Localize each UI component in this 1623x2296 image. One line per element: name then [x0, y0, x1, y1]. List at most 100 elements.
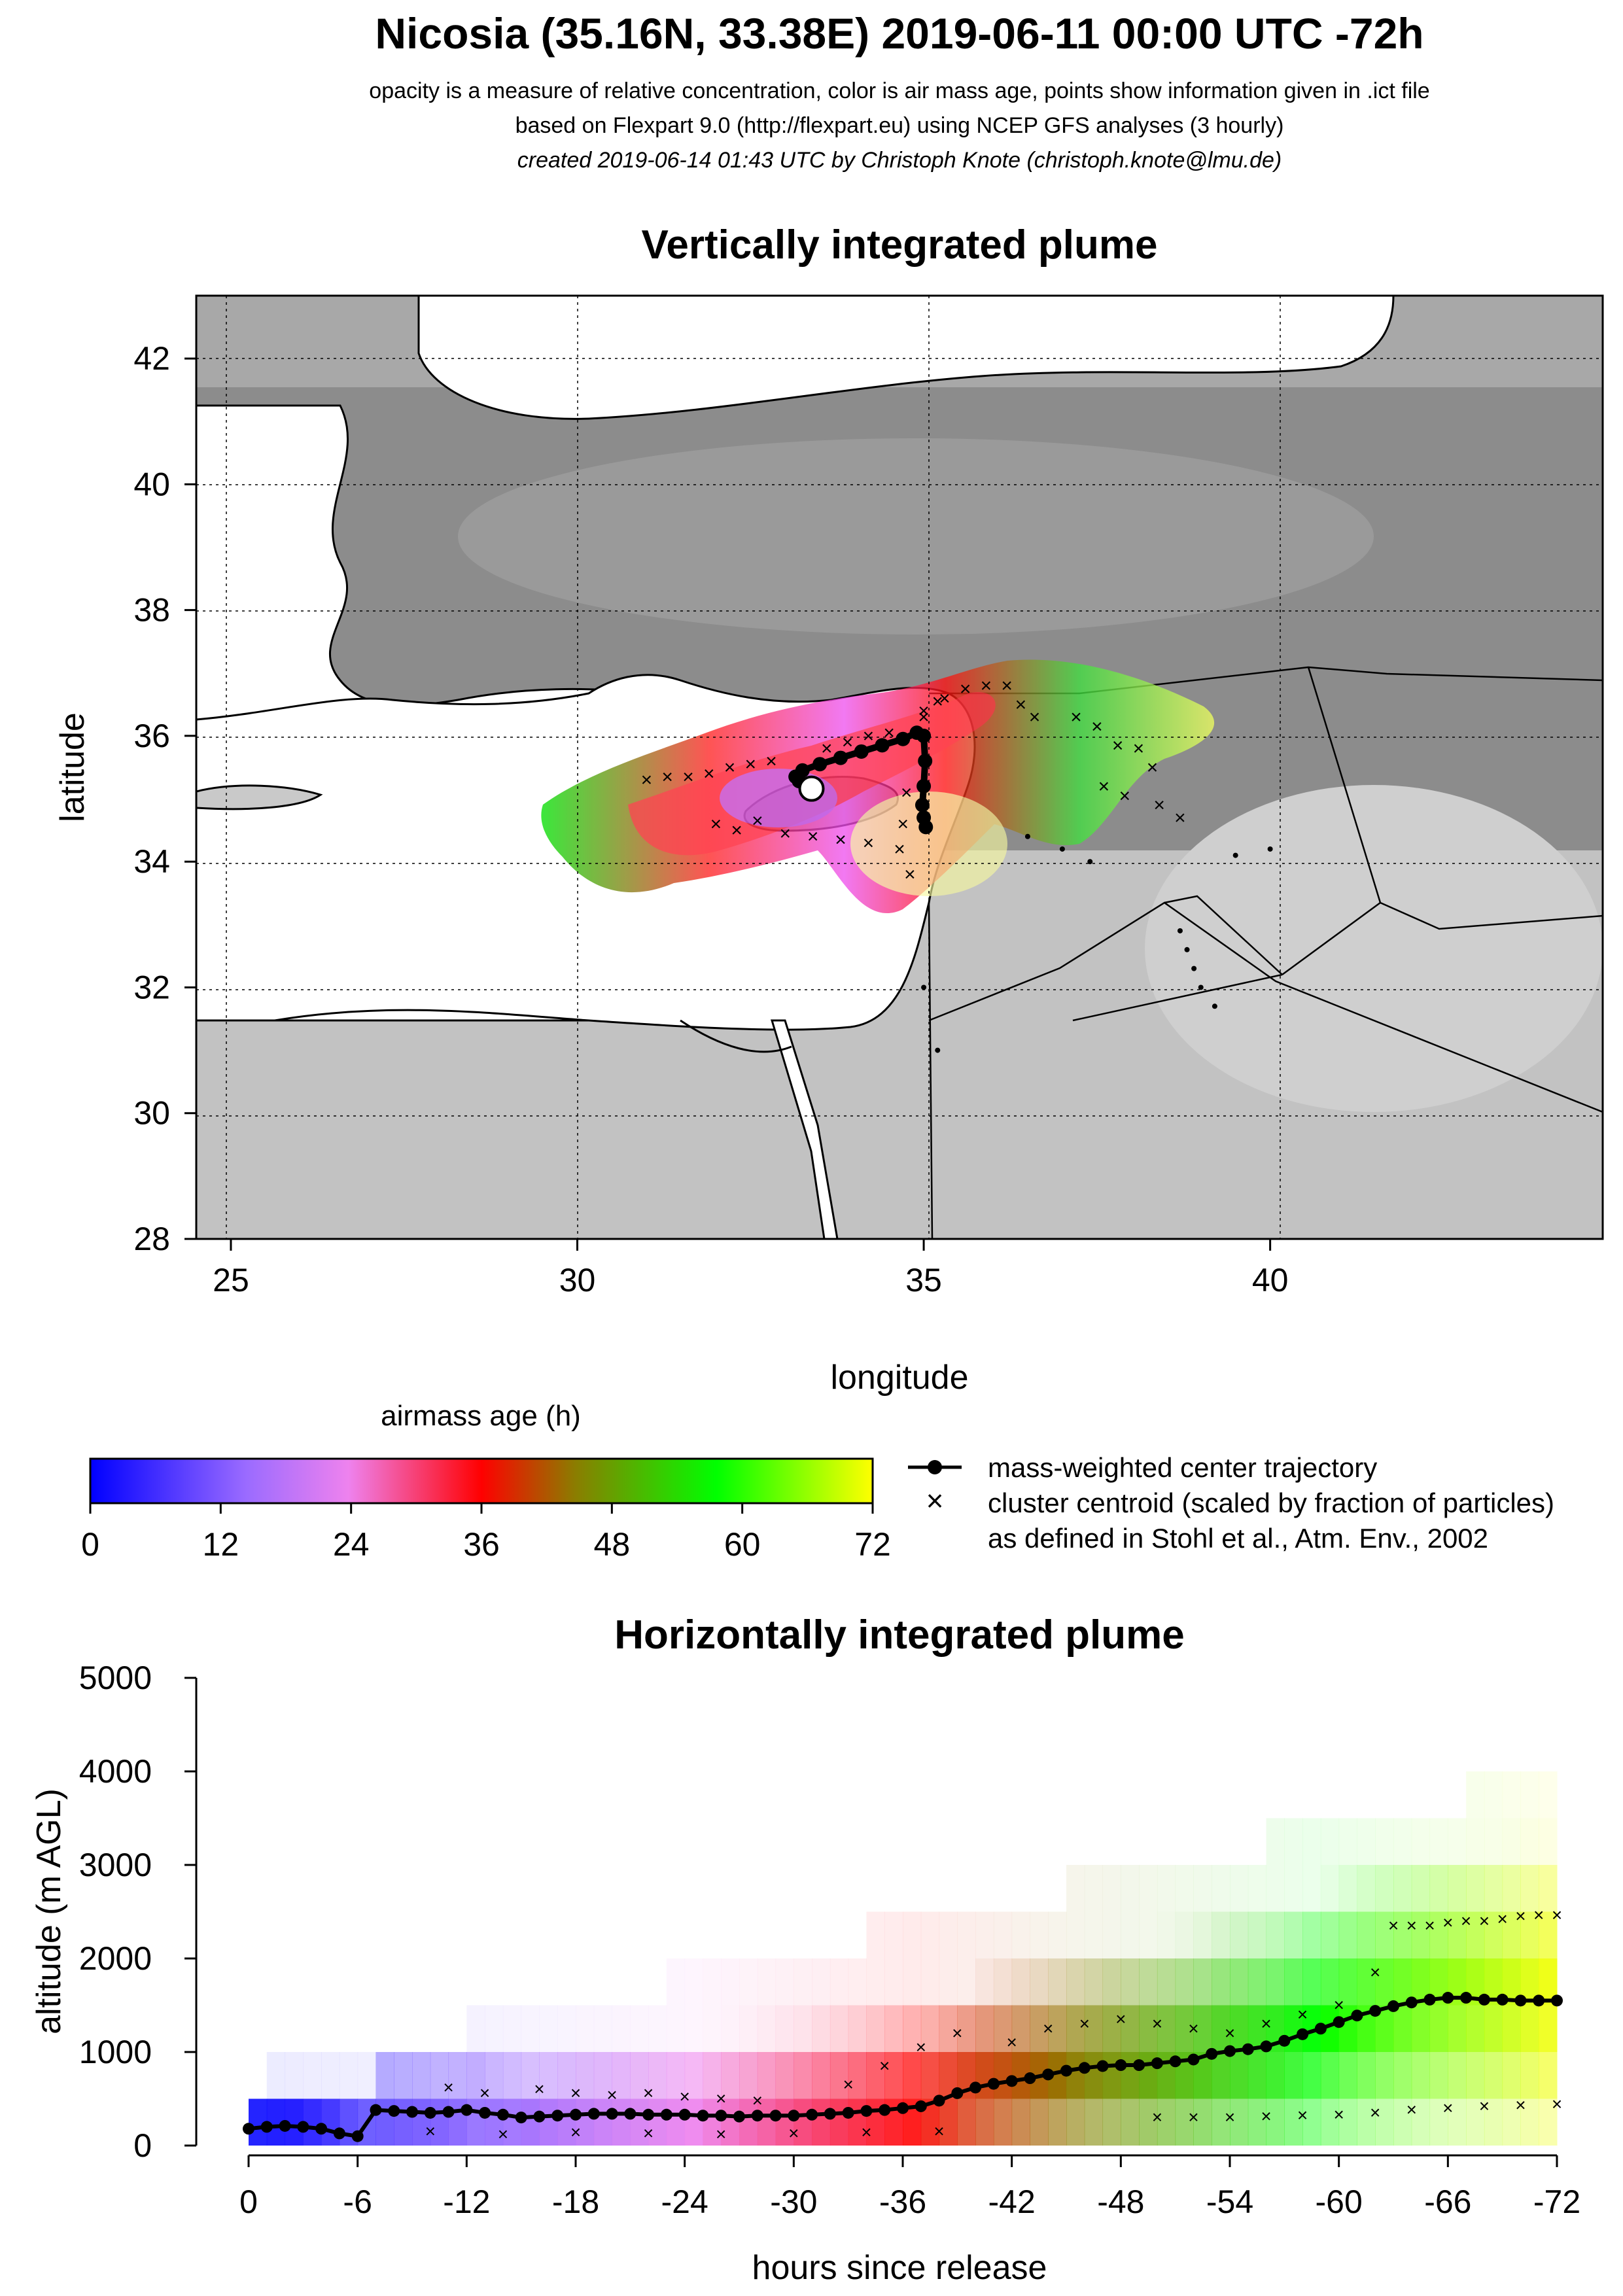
profile-cell — [1030, 1911, 1049, 1958]
profile-trajectory-point — [933, 2095, 945, 2107]
profile-cell — [1284, 1818, 1303, 1865]
profile-cell — [576, 2005, 595, 2052]
profile-cell — [1084, 1911, 1104, 1958]
profile-cell — [684, 2098, 703, 2146]
profile-cell — [285, 2052, 304, 2099]
map-trajectory-point — [795, 763, 810, 778]
profile-ylabel: altitude (m AGL) — [30, 1788, 68, 2034]
profile-cell — [1121, 1911, 1140, 1958]
profile-cell — [939, 1911, 958, 1958]
colorbar-tick-label: 0 — [81, 1526, 99, 1563]
profile-cell — [1248, 1958, 1267, 2006]
profile-cell — [539, 2098, 558, 2146]
profile-cell — [1429, 2098, 1448, 2146]
profile-cell — [612, 2098, 631, 2146]
profile-cluster-centroid: × — [1115, 2009, 1126, 2029]
profile-cell — [1248, 2052, 1267, 2099]
profile-cell — [1429, 2052, 1448, 2099]
profile-cell — [1502, 2005, 1521, 2052]
profile-cell — [848, 1958, 867, 2006]
profile-cell — [1230, 1911, 1249, 1958]
profile-trajectory-point — [1278, 2034, 1291, 2047]
profile-cell — [1212, 2052, 1230, 2099]
profile-cell — [1048, 1911, 1067, 1958]
profile-cell — [557, 2005, 576, 2052]
profile-trajectory-point — [243, 2123, 254, 2135]
map-cluster-centroid: × — [1147, 757, 1159, 778]
profile-cell — [1520, 1771, 1539, 1818]
profile-trajectory-point — [442, 2106, 455, 2118]
profile-cell — [666, 2098, 686, 2146]
colorbar-tick-label: 48 — [594, 1526, 631, 1563]
profile-cell — [1066, 1865, 1085, 1912]
map-ytick-label: 42 — [133, 340, 170, 377]
profile-cell — [1248, 1911, 1267, 1958]
profile-cell — [739, 1958, 758, 2006]
map-grid — [196, 296, 1603, 1239]
profile-trajectory-point — [1351, 2009, 1363, 2022]
profile-cell — [1393, 1865, 1412, 1912]
profile-cell — [1429, 1911, 1448, 1958]
profile-cell — [1230, 1865, 1249, 1912]
release-point-marker — [798, 775, 825, 802]
profile-trajectory-point — [406, 2106, 418, 2118]
profile-cluster-centroid: × — [643, 2083, 654, 2103]
profile-trajectory-point — [1260, 2040, 1272, 2053]
profile-cell — [593, 2052, 613, 2099]
profile-cell — [957, 2098, 976, 2146]
profile-cell — [502, 2005, 522, 2052]
profile-xtick-label: -54 — [1206, 2183, 1253, 2220]
subtitle-line-2: based on Flexpart 9.0 (http://flexpart.e… — [515, 113, 1284, 138]
profile-cell — [1121, 1865, 1140, 1912]
profile-trajectory-point — [370, 2104, 382, 2116]
map-cluster-centroid: × — [904, 863, 916, 885]
map-cluster-centroid: × — [1098, 776, 1110, 797]
profile-cluster-centroid: × — [1552, 2094, 1562, 2114]
profile-cluster-centroid: × — [1406, 2100, 1417, 2120]
profile-cell — [1520, 2005, 1539, 2052]
profile-cell — [812, 2052, 831, 2099]
profile-cluster-centroid: × — [916, 2037, 926, 2057]
profile-cluster-centroid: × — [1515, 2095, 1526, 2115]
profile-ytick-label: 0 — [133, 2127, 152, 2164]
profile-cell — [1193, 1911, 1212, 1958]
profile-cell — [1502, 1911, 1521, 1958]
profile-cell — [884, 1911, 903, 1958]
profile-trajectory-point — [678, 2108, 691, 2121]
profile-cell — [1393, 2005, 1412, 2052]
profile-cluster-centroid: × — [443, 2077, 453, 2097]
profile-xtick-label: -72 — [1533, 2183, 1580, 2220]
colorbar-label: airmass age (h) — [381, 1400, 581, 1432]
profile-cluster-centroid: × — [1388, 1915, 1399, 1936]
profile-title: Horizontally integrated plume — [614, 1612, 1185, 1658]
profile-cell — [1175, 2005, 1194, 2052]
profile-cell — [1121, 2052, 1140, 2099]
map-panel: Vertically integrated plume — [54, 222, 1604, 1397]
profile-cell — [866, 1958, 885, 2006]
profile-cluster-centroid: × — [570, 2122, 581, 2142]
profile-ytick-label: 1000 — [79, 2034, 152, 2070]
profile-cell — [1175, 2098, 1194, 2146]
profile-trajectory-point — [1514, 1994, 1527, 2007]
subtitle-line-1: opacity is a measure of relative concent… — [369, 78, 1429, 103]
header: Nicosia (35.16N, 33.38E) 2019-06-11 00:0… — [369, 9, 1429, 173]
map-trajectory-point — [916, 778, 932, 793]
profile-cell — [684, 1958, 703, 2006]
profile-cell — [1011, 1911, 1030, 1958]
map-cluster-centroid: × — [863, 725, 875, 747]
profile-cell — [1102, 2098, 1121, 2146]
profile-cell — [939, 2098, 958, 2146]
map-cluster-centroid: × — [1070, 706, 1082, 728]
profile-cell — [430, 2098, 449, 2146]
profile-cell — [794, 1958, 812, 2006]
profile-trajectory-point — [587, 2108, 600, 2120]
profile-cell — [1411, 1911, 1431, 1958]
profile-cell — [1466, 1771, 1485, 1818]
profile-cell — [1484, 1865, 1503, 1912]
profile-cell — [648, 2005, 667, 2052]
profile-cluster-centroid: × — [788, 2123, 799, 2143]
profile-cell — [1230, 2098, 1249, 2146]
map-point — [1184, 947, 1190, 952]
profile-cell — [648, 2098, 667, 2146]
colorbar-tick-label: 72 — [854, 1526, 891, 1563]
